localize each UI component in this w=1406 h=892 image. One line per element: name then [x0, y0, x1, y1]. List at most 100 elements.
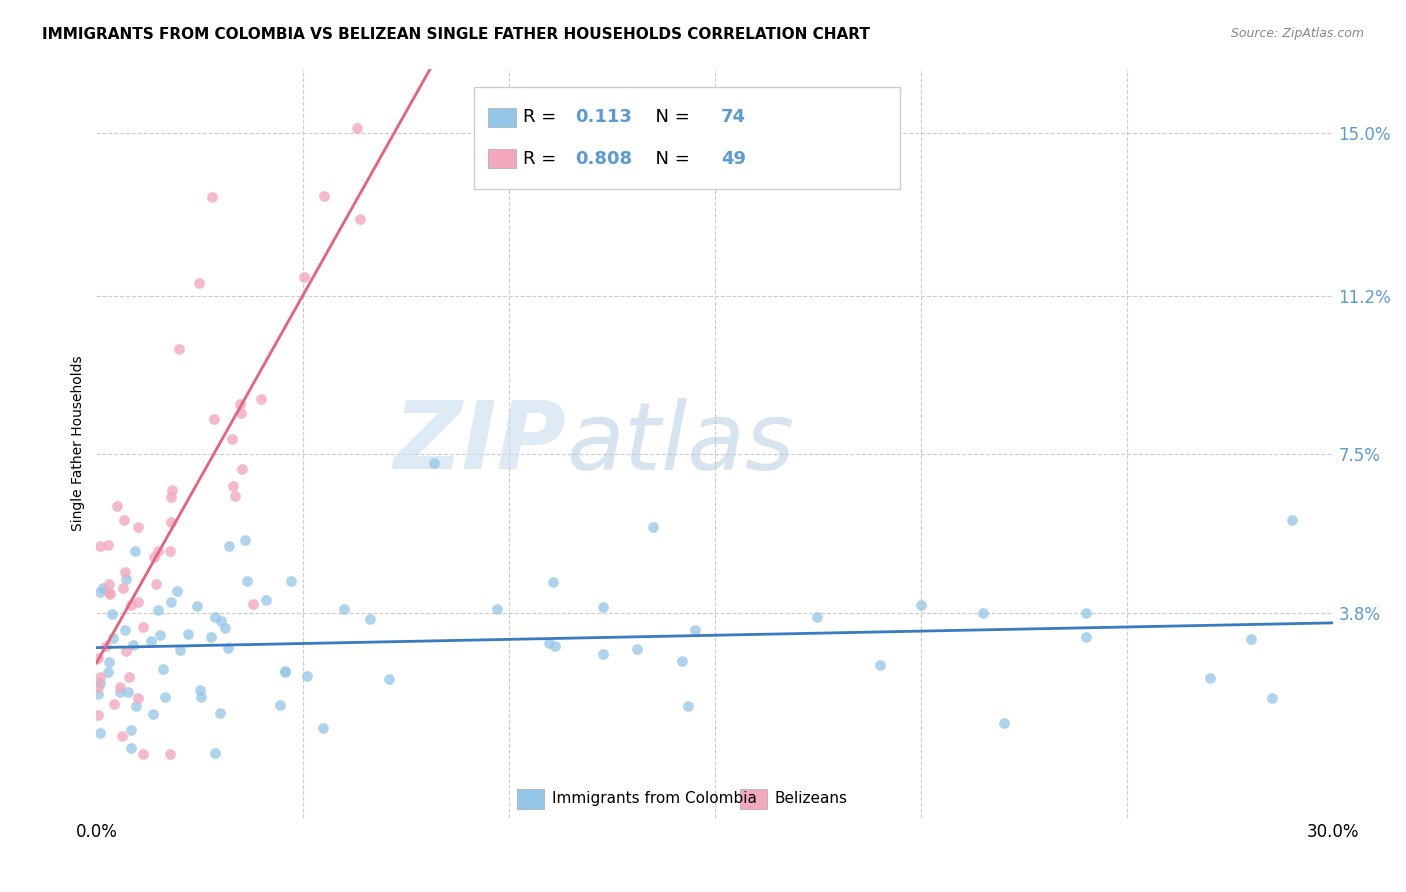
Point	[683, 624, 706, 638]
Point	[242, 597, 264, 611]
Point	[118, 670, 141, 684]
Point	[98, 656, 121, 670]
Point	[333, 602, 356, 616]
Point	[217, 640, 239, 655]
Point	[124, 543, 146, 558]
Point	[101, 631, 124, 645]
Point	[233, 533, 256, 547]
Point	[236, 574, 259, 589]
Point	[120, 599, 142, 613]
Point	[152, 662, 174, 676]
Point	[224, 489, 246, 503]
Point	[204, 746, 226, 760]
Point	[538, 635, 561, 649]
Point	[159, 747, 181, 761]
Point	[349, 212, 371, 227]
Point	[122, 638, 145, 652]
Text: atlas: atlas	[567, 398, 794, 489]
Point	[229, 397, 252, 411]
Point	[592, 647, 614, 661]
Point	[295, 669, 318, 683]
Point	[160, 483, 183, 497]
Point	[89, 670, 111, 684]
Point	[869, 658, 891, 673]
Point	[120, 741, 142, 756]
FancyBboxPatch shape	[488, 149, 516, 169]
Point	[87, 687, 110, 701]
Point	[208, 706, 231, 720]
Point	[188, 683, 211, 698]
FancyBboxPatch shape	[517, 789, 544, 809]
Point	[541, 575, 564, 590]
Point	[222, 479, 245, 493]
Point	[269, 698, 291, 712]
Point	[592, 600, 614, 615]
Point	[125, 699, 148, 714]
Point	[112, 513, 135, 527]
Point	[89, 585, 111, 599]
Point	[311, 721, 333, 735]
Text: 0.808: 0.808	[575, 150, 633, 168]
Text: IMMIGRANTS FROM COLOMBIA VS BELIZEAN SINGLE FATHER HOUSEHOLDS CORRELATION CHART: IMMIGRANTS FROM COLOMBIA VS BELIZEAN SIN…	[42, 27, 870, 42]
Point	[202, 411, 225, 425]
Point	[87, 708, 110, 723]
Point	[160, 594, 183, 608]
Point	[423, 456, 446, 470]
Point	[108, 684, 131, 698]
Point	[115, 572, 138, 586]
Text: 0.113: 0.113	[575, 108, 631, 127]
Point	[87, 651, 110, 665]
Point	[209, 614, 232, 628]
Point	[254, 593, 277, 607]
Point	[159, 515, 181, 529]
Point	[204, 609, 226, 624]
FancyBboxPatch shape	[740, 789, 766, 809]
Point	[115, 644, 138, 658]
Text: N =: N =	[644, 150, 696, 168]
Point	[149, 628, 172, 642]
Point	[127, 595, 149, 609]
Point	[159, 544, 181, 558]
Point	[626, 642, 648, 657]
Text: Immigrants from Colombia: Immigrants from Colombia	[551, 791, 756, 806]
Point	[231, 462, 253, 476]
Point	[108, 680, 131, 694]
Point	[98, 587, 121, 601]
Point	[145, 577, 167, 591]
Point	[806, 609, 828, 624]
Point	[87, 680, 110, 694]
Point	[101, 607, 124, 622]
Point	[166, 584, 188, 599]
Point	[114, 623, 136, 637]
Point	[485, 602, 508, 616]
Point	[218, 539, 240, 553]
Point	[250, 392, 273, 406]
Y-axis label: Single Father Households: Single Father Households	[72, 356, 86, 532]
Point	[105, 500, 128, 514]
Text: N =: N =	[644, 108, 696, 127]
FancyBboxPatch shape	[474, 87, 900, 188]
Point	[120, 723, 142, 737]
Point	[1281, 513, 1303, 527]
Point	[112, 581, 135, 595]
Point	[131, 620, 153, 634]
Point	[993, 716, 1015, 731]
Point	[229, 406, 252, 420]
Text: 49: 49	[721, 150, 747, 168]
Point	[117, 685, 139, 699]
Point	[97, 537, 120, 551]
Point	[103, 697, 125, 711]
Point	[1074, 606, 1097, 620]
Point	[214, 621, 236, 635]
Point	[274, 664, 297, 678]
Point	[169, 643, 191, 657]
Point	[188, 276, 211, 290]
Point	[148, 544, 170, 558]
Point	[159, 490, 181, 504]
Point	[127, 520, 149, 534]
Point	[671, 653, 693, 667]
Point	[93, 581, 115, 595]
Point	[177, 627, 200, 641]
Point	[292, 270, 315, 285]
Point	[97, 576, 120, 591]
